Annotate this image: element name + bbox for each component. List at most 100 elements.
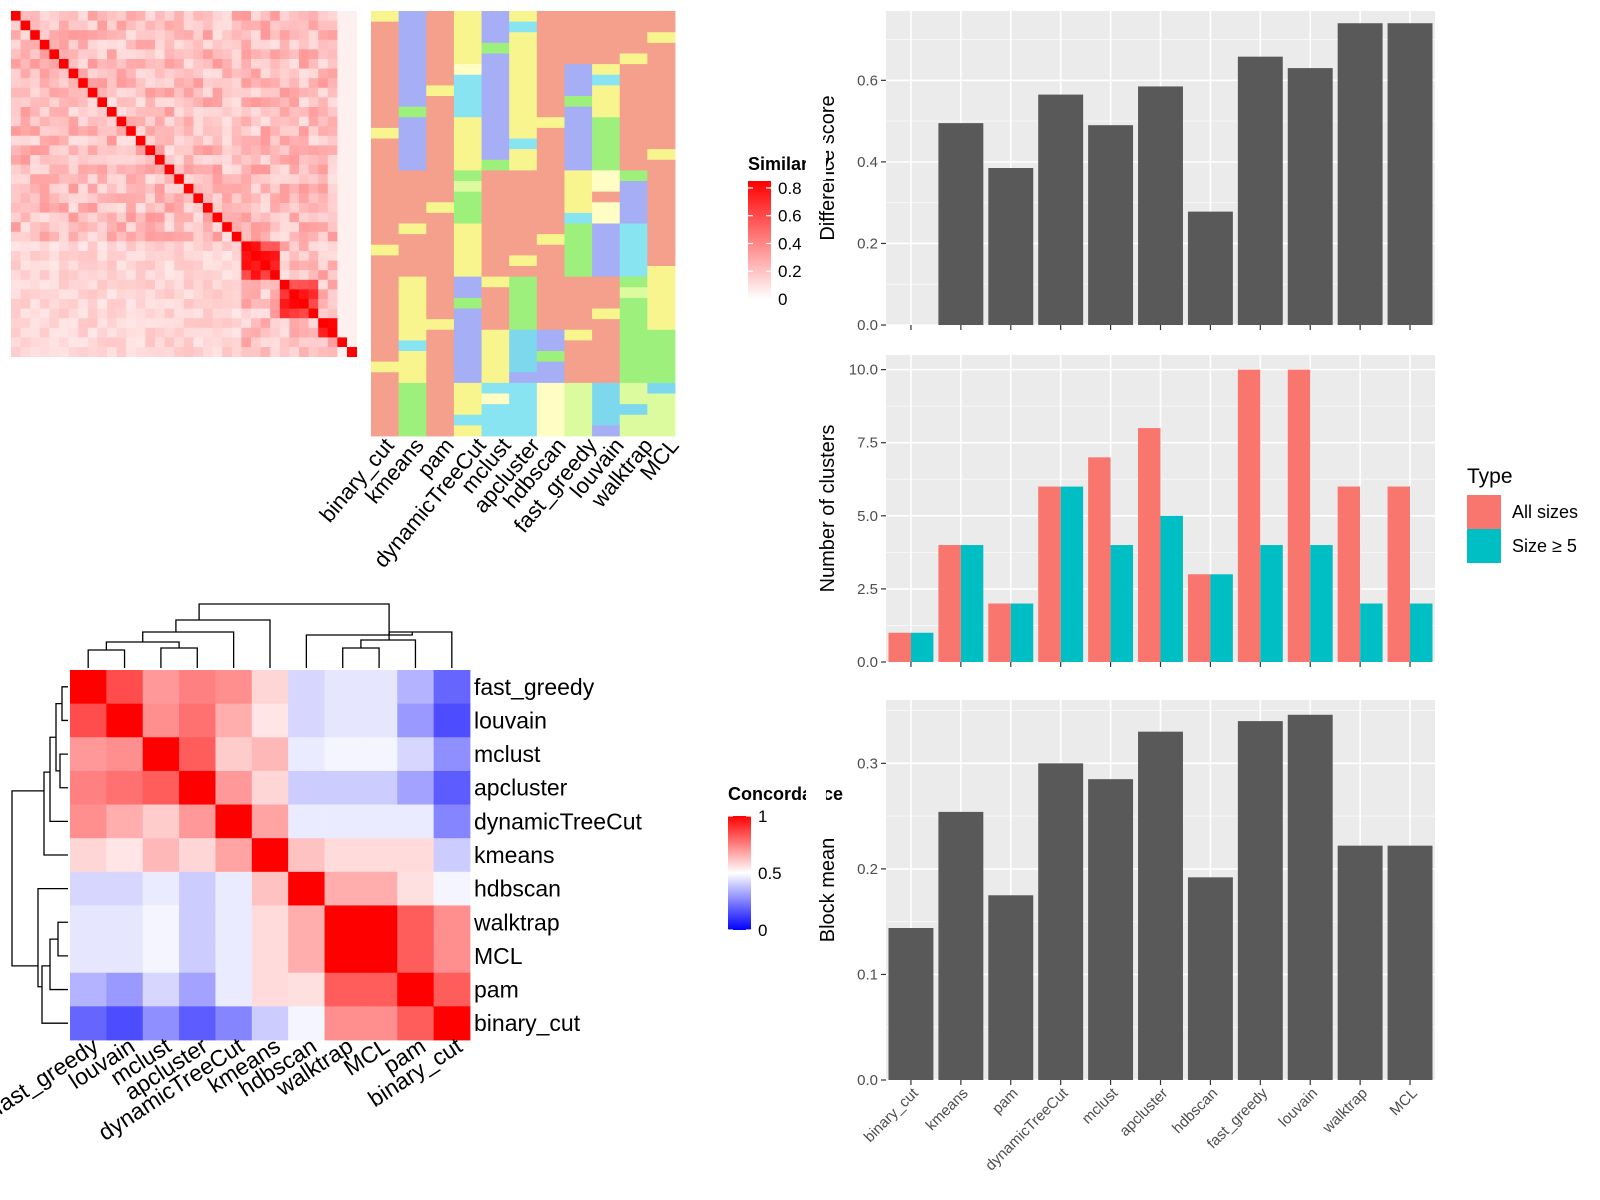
similarity-cell — [241, 155, 252, 165]
membership-cell — [371, 191, 400, 203]
similarity-cell — [347, 164, 357, 175]
similarity-cell — [39, 116, 50, 127]
similarity-cell — [203, 251, 213, 261]
similarity-cell — [39, 97, 50, 108]
similarity-cell — [318, 49, 329, 60]
membership-cell — [564, 191, 593, 203]
concordance-cell — [251, 770, 289, 805]
membership-cell — [592, 266, 621, 278]
membership-cell — [592, 404, 621, 416]
concordance-cell — [215, 838, 253, 873]
similarity-cell — [193, 289, 204, 300]
similarity-cell — [155, 116, 165, 127]
y-axis-title: Block mean — [817, 838, 839, 943]
similarity-cell — [337, 30, 348, 41]
similarity-cell — [30, 59, 41, 69]
similarity-cell — [183, 308, 194, 319]
similarity-cell — [193, 126, 204, 137]
similarity-cell — [327, 203, 338, 213]
membership-cell — [592, 53, 621, 65]
similarity-cell — [318, 11, 329, 21]
membership-cell — [509, 287, 538, 299]
similarity-cell — [135, 78, 146, 89]
similarity-cell — [260, 155, 271, 165]
similarity-cell — [289, 347, 300, 357]
membership-cell — [619, 53, 648, 65]
concordance-cell — [288, 871, 325, 906]
similarity-cell — [289, 183, 300, 194]
similarity-cell — [260, 251, 271, 261]
similarity-cell — [289, 318, 300, 329]
similarity-cell — [289, 59, 300, 69]
similarity-cell — [97, 308, 108, 319]
membership-cell — [592, 85, 621, 97]
membership-cell — [592, 382, 621, 394]
similarity-cell — [97, 347, 108, 357]
similarity-cell — [318, 135, 329, 146]
membership-cell — [619, 404, 648, 416]
similarity-cell — [318, 145, 329, 156]
membership-cell — [481, 74, 510, 86]
similarity-cell — [155, 289, 165, 300]
concordance-cell — [179, 804, 216, 839]
similarity-cell — [135, 11, 146, 21]
similarity-cell — [279, 251, 290, 261]
similarity-cell — [299, 337, 309, 348]
similarity-cell — [174, 39, 185, 50]
similarity-cell — [164, 193, 175, 204]
similarity-cell — [97, 318, 108, 329]
similarity-cell — [20, 347, 31, 357]
similarity-cell — [78, 145, 89, 156]
similarity-cell — [337, 145, 348, 156]
similarity-legend-bar — [748, 181, 771, 299]
similarity-cell — [299, 251, 309, 261]
similarity-cell — [193, 241, 204, 252]
similarity-cell — [126, 116, 137, 127]
concordance-cell — [142, 905, 180, 940]
similarity-cell — [30, 203, 41, 213]
similarity-cell — [203, 20, 213, 31]
membership-cell — [371, 266, 400, 278]
membership-cell — [564, 159, 593, 171]
similarity-cell — [145, 164, 156, 175]
similarity-cell — [30, 337, 41, 348]
membership-cell — [398, 308, 427, 320]
similarity-cell — [87, 183, 98, 194]
membership-cell — [536, 361, 565, 373]
membership-cell — [371, 393, 400, 405]
concordance-cell — [360, 770, 398, 805]
concordance-cell — [142, 972, 180, 1007]
similarity-cell — [20, 174, 31, 185]
membership-cell — [536, 159, 565, 171]
similarity-cell — [260, 11, 271, 21]
similarity-cell — [116, 39, 127, 50]
dendrogram-branch — [57, 921, 68, 957]
similarity-cell — [164, 318, 175, 329]
similarity-cell — [337, 11, 348, 21]
similarity-cell — [78, 279, 89, 290]
similarity-cell — [11, 145, 21, 156]
similarity-cell — [289, 212, 300, 223]
membership-cell — [619, 170, 648, 182]
similarity-cell — [212, 155, 223, 165]
similarity-cell — [241, 135, 252, 146]
similarity-cell — [193, 347, 204, 357]
similarity-cell — [241, 49, 252, 60]
similarity-cell — [164, 87, 175, 98]
similarity-cell — [174, 87, 185, 98]
concordance-cell — [215, 737, 253, 772]
concordance-cell — [106, 1006, 144, 1041]
similarity-cell — [222, 20, 233, 31]
similarity-cell — [116, 251, 127, 261]
similarity-cell — [270, 49, 281, 60]
bar — [1387, 23, 1433, 326]
similarity-cell — [164, 30, 175, 41]
similarity-cell — [308, 231, 319, 242]
membership-cell — [509, 11, 538, 23]
similarity-cell — [155, 107, 165, 117]
similarity-cell — [251, 78, 261, 89]
similarity-cell — [270, 270, 281, 281]
similarity-cell — [251, 183, 261, 194]
membership-cell — [509, 266, 538, 278]
similarity-cell — [97, 251, 108, 261]
